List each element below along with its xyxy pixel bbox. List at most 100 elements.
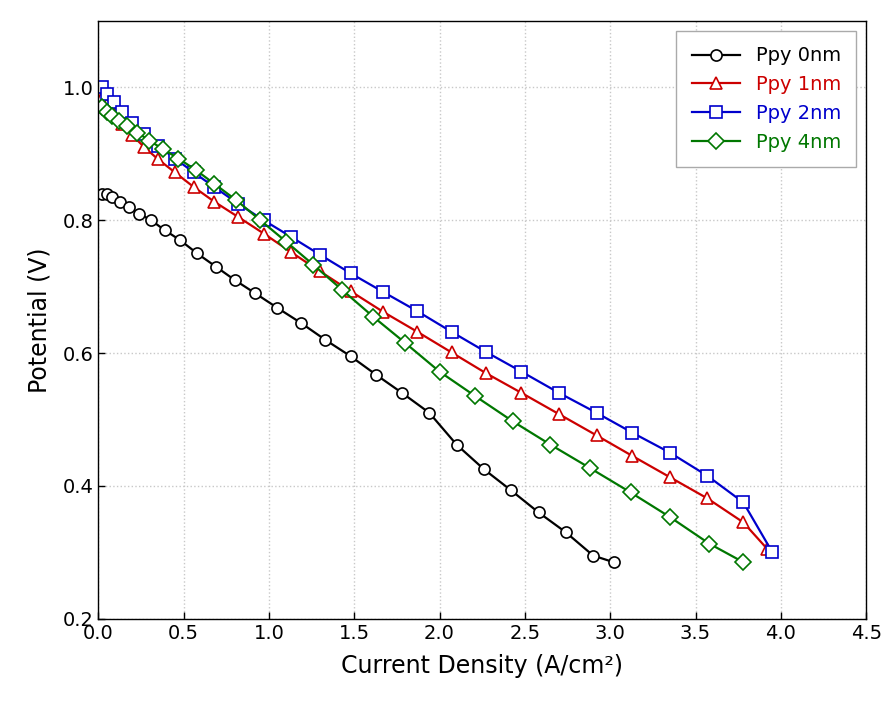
Ppy 4nm — [545, 441, 555, 449]
Ppy 1nm — [627, 452, 638, 460]
Ppy 4nm — [106, 112, 117, 120]
Ppy 0nm — [296, 319, 306, 328]
Ppy 4nm — [231, 196, 242, 205]
Ppy 4nm — [368, 312, 379, 321]
Ppy 2nm — [516, 368, 527, 376]
Ppy 1nm — [480, 369, 491, 378]
Ppy 2nm — [738, 498, 748, 507]
Ppy 1nm — [664, 473, 675, 482]
Ppy 0nm — [479, 465, 489, 474]
Line: Ppy 1nm: Ppy 1nm — [96, 92, 772, 555]
Ppy 4nm — [400, 339, 411, 347]
Ppy 0nm — [192, 250, 203, 258]
Ppy 2nm — [153, 142, 163, 150]
Ppy 1nm — [108, 110, 119, 118]
Ppy 2nm — [314, 250, 325, 259]
Ppy 1nm — [346, 287, 356, 295]
Ppy 4nm — [280, 238, 291, 246]
Ppy 0nm — [424, 408, 435, 417]
Ppy 0nm — [505, 486, 516, 495]
Ppy 2nm — [188, 168, 199, 176]
Ppy 2nm — [591, 408, 602, 417]
Ppy 1nm — [412, 328, 422, 336]
Ppy 2nm — [554, 389, 564, 397]
Ppy 4nm — [470, 392, 480, 401]
Ppy 2nm — [702, 472, 713, 480]
Ppy 4nm — [121, 122, 132, 130]
Ppy 2nm — [233, 200, 244, 208]
Ppy 2nm — [480, 347, 491, 356]
Ppy 0nm — [451, 441, 462, 449]
Ppy 4nm — [158, 145, 169, 153]
Ppy 4nm — [664, 513, 675, 522]
Ppy 4nm — [144, 136, 154, 145]
Line: Ppy 4nm: Ppy 4nm — [96, 102, 749, 568]
Ppy 4nm — [209, 179, 220, 188]
Ppy 0nm — [320, 335, 330, 344]
Ppy 2nm — [258, 216, 269, 224]
Ppy 1nm — [153, 155, 163, 163]
Ppy 0nm — [396, 389, 407, 397]
Ppy 0nm — [533, 508, 544, 517]
Ppy 0nm — [346, 352, 356, 361]
Ppy 0nm — [123, 202, 134, 211]
Ppy 4nm — [102, 108, 113, 116]
Ppy 1nm — [591, 431, 602, 439]
Ppy 4nm — [738, 558, 748, 567]
Ppy 1nm — [516, 389, 527, 397]
X-axis label: Current Density (A/cm²): Current Density (A/cm²) — [341, 654, 623, 678]
Ppy 1nm — [96, 93, 107, 102]
Ppy 1nm — [209, 198, 220, 206]
Ppy 4nm — [255, 216, 266, 224]
Ppy 0nm — [250, 289, 261, 297]
Ppy 1nm — [188, 183, 199, 191]
Ppy 0nm — [175, 236, 186, 245]
Ppy 4nm — [507, 418, 518, 426]
Ppy 1nm — [139, 143, 150, 151]
Line: Ppy 0nm: Ppy 0nm — [96, 188, 619, 568]
Ppy 2nm — [127, 119, 138, 127]
Ppy 0nm — [102, 190, 113, 198]
Ppy 0nm — [115, 198, 126, 206]
Ppy 0nm — [608, 558, 619, 567]
Ppy 1nm — [170, 168, 180, 176]
Ppy 2nm — [286, 233, 296, 241]
Ppy 4nm — [173, 155, 184, 163]
Ppy 4nm — [584, 464, 595, 472]
Ppy 4nm — [337, 286, 347, 295]
Ppy 2nm — [767, 548, 778, 557]
Ppy 1nm — [702, 494, 713, 503]
Ppy 4nm — [704, 539, 714, 548]
Ppy 4nm — [113, 117, 124, 125]
Ppy 0nm — [588, 551, 598, 560]
Ppy 1nm — [762, 545, 772, 553]
Ppy 4nm — [132, 129, 143, 137]
Ppy 1nm — [314, 267, 325, 276]
Ppy 2nm — [664, 449, 675, 457]
Ppy 0nm — [106, 193, 117, 201]
Ppy 2nm — [446, 328, 457, 336]
Ppy 4nm — [625, 489, 636, 497]
Ppy 2nm — [117, 108, 128, 116]
Ppy 1nm — [127, 131, 138, 139]
Ppy 1nm — [286, 248, 296, 257]
Ppy 2nm — [412, 307, 422, 316]
Legend: Ppy 0nm, Ppy 1nm, Ppy 2nm, Ppy 4nm: Ppy 0nm, Ppy 1nm, Ppy 2nm, Ppy 4nm — [676, 31, 856, 167]
Ppy 4nm — [96, 103, 107, 112]
Ppy 1nm — [117, 120, 128, 128]
Ppy 0nm — [96, 190, 107, 198]
Ppy 0nm — [134, 209, 145, 218]
Ppy 1nm — [554, 410, 564, 418]
Ppy 2nm — [170, 155, 180, 163]
Ppy 4nm — [190, 166, 201, 174]
Ppy 1nm — [102, 100, 113, 108]
Ppy 0nm — [230, 276, 240, 284]
Ppy 4nm — [308, 261, 319, 269]
Line: Ppy 2nm: Ppy 2nm — [96, 82, 778, 557]
Ppy 2nm — [102, 90, 113, 98]
Ppy 4nm — [434, 368, 445, 376]
Ppy 1nm — [446, 348, 457, 356]
Ppy 0nm — [272, 304, 283, 312]
Ppy 2nm — [378, 288, 388, 296]
Ppy 1nm — [258, 229, 269, 238]
